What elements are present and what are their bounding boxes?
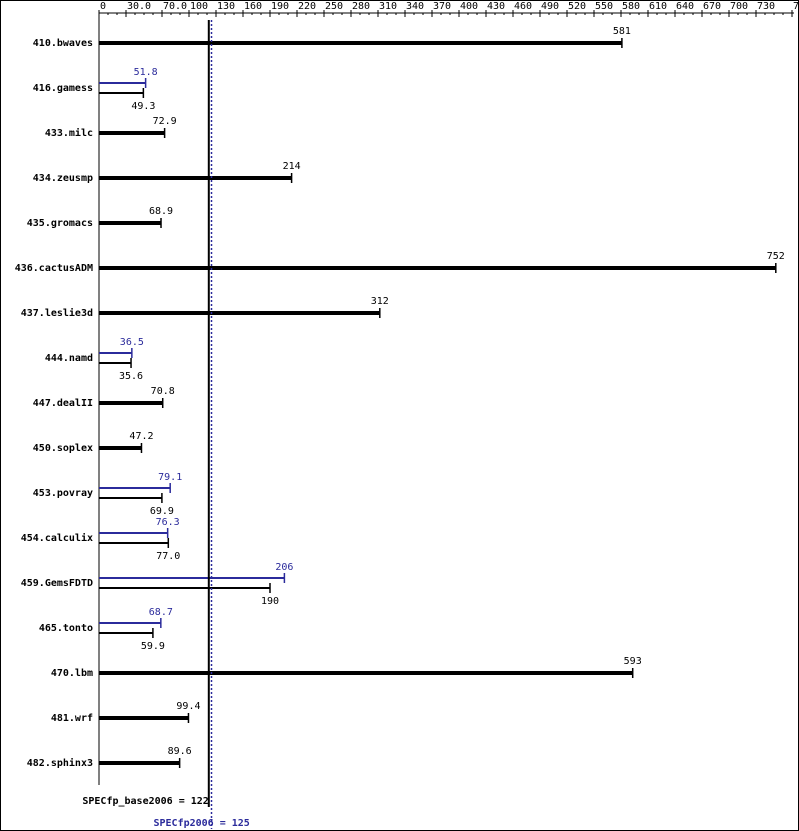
value-label: 752 <box>767 251 785 262</box>
peak-value-label: 79.1 <box>158 472 182 483</box>
value-label: 68.9 <box>149 206 173 217</box>
value-label: 581 <box>613 26 631 37</box>
category-label: 465.tonto <box>39 623 93 634</box>
category-label: 482.sphinx3 <box>27 757 93 769</box>
x-tick-label: 310 <box>379 1 397 12</box>
peak-value-label: 68.7 <box>149 607 173 618</box>
x-tick-label: 640 <box>676 1 694 12</box>
value-label: 72.9 <box>153 116 177 127</box>
value-label: 214 <box>283 161 301 172</box>
value-label: 59.9 <box>141 641 165 652</box>
category-label: 447.dealII <box>33 398 93 409</box>
x-tick-label: 730 <box>757 1 775 12</box>
x-tick-label: 700 <box>730 1 748 12</box>
category-label: 454.calculix <box>21 532 93 544</box>
value-label: 99.4 <box>176 701 200 712</box>
category-label: 450.soplex <box>33 443 93 454</box>
category-label: 437.leslie3d <box>21 307 93 319</box>
x-tick-label: 610 <box>649 1 667 12</box>
category-label: 435.gromacs <box>27 218 93 229</box>
category-label: 436.cactusADM <box>15 263 93 274</box>
x-tick-label: 770 <box>793 1 799 12</box>
x-tick-label: 100 <box>190 1 208 12</box>
x-tick-label: 430 <box>487 1 505 12</box>
category-label: 470.lbm <box>51 668 93 679</box>
x-tick-label: 580 <box>622 1 640 12</box>
category-label: 444.namd <box>45 353 93 364</box>
peak-value-label: 206 <box>275 562 293 573</box>
value-label: 190 <box>261 596 279 607</box>
value-label: 70.8 <box>151 386 175 397</box>
x-tick-label: 520 <box>568 1 586 12</box>
peak-value-label: 51.8 <box>134 67 158 78</box>
x-tick-label: 160 <box>244 1 262 12</box>
peak-value-label: 76.3 <box>156 517 180 528</box>
x-tick-label: 670 <box>703 1 721 12</box>
value-label: 69.9 <box>150 506 174 517</box>
value-label: 89.6 <box>168 746 192 757</box>
value-label: 77.0 <box>156 551 180 562</box>
category-label: 481.wrf <box>51 713 93 724</box>
x-tick-label: 250 <box>325 1 343 12</box>
x-tick-label: 370 <box>433 1 451 12</box>
x-tick-label: 550 <box>595 1 613 12</box>
category-label: 410.bwaves <box>33 38 93 49</box>
x-tick-label: 460 <box>514 1 532 12</box>
reference-label: SPECfp2006 = 125 <box>154 818 250 829</box>
category-label: 453.povray <box>33 488 93 499</box>
value-label: 49.3 <box>131 101 155 112</box>
value-label: 47.2 <box>129 431 153 442</box>
category-label: 434.zeusmp <box>33 173 93 184</box>
x-tick-label: 190 <box>271 1 289 12</box>
category-label: 433.milc <box>45 127 93 139</box>
peak-value-label: 36.5 <box>120 337 144 348</box>
x-tick-label: 220 <box>298 1 316 12</box>
category-label: 459.GemsFDTD <box>21 578 93 589</box>
reference-label: SPECfp_base2006 = 122 <box>82 796 208 807</box>
x-tick-label: 0 <box>100 1 106 12</box>
x-tick-label: 130 <box>217 1 235 12</box>
x-tick-label: 280 <box>352 1 370 12</box>
x-tick-label: 400 <box>460 1 478 12</box>
x-tick-label: 70.0 <box>163 1 187 12</box>
x-tick-label: 30.0 <box>127 1 151 12</box>
x-tick-label: 340 <box>406 1 424 12</box>
value-label: 593 <box>624 656 642 667</box>
x-tick-label: 490 <box>541 1 559 12</box>
value-label: 35.6 <box>119 371 143 382</box>
value-label: 312 <box>371 296 389 307</box>
category-label: 416.gamess <box>33 83 93 94</box>
